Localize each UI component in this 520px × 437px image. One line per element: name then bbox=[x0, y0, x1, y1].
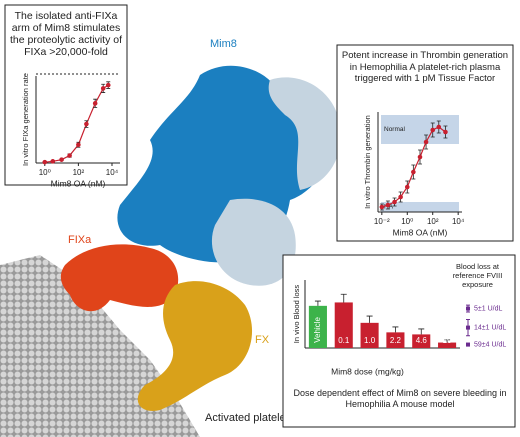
mim8-light-chain bbox=[268, 77, 341, 190]
bar bbox=[360, 322, 379, 348]
data-point bbox=[404, 184, 410, 190]
bar-label: 0.1 bbox=[338, 336, 350, 345]
mim8-arm bbox=[211, 198, 296, 286]
bar-label: 2.2 bbox=[390, 336, 402, 345]
bar-label: Vehicle bbox=[313, 317, 322, 343]
data-point bbox=[423, 139, 429, 145]
x-tick-label: 10⁰ bbox=[39, 168, 51, 177]
data-point bbox=[84, 121, 89, 127]
error-bar bbox=[314, 300, 321, 306]
panel-3-caption: Dose dependent effect of Mim8 on severe … bbox=[293, 388, 507, 409]
bar bbox=[386, 332, 405, 348]
bar bbox=[438, 342, 457, 348]
data-point bbox=[59, 157, 64, 162]
y-axis-label: In vitro FIXa generation rate bbox=[21, 73, 30, 166]
data-point bbox=[398, 194, 403, 200]
x-tick-label: 10² bbox=[427, 217, 439, 226]
bar-label: 1.0 bbox=[364, 336, 376, 345]
bar bbox=[412, 334, 431, 348]
y-axis-label: In vitro Thrombin generation bbox=[363, 115, 372, 209]
band-label: Normal bbox=[384, 126, 406, 133]
reference-marker bbox=[466, 325, 470, 330]
reference-label: 14±1 U/dL bbox=[474, 324, 506, 331]
reference-label: 5±1 U/dL bbox=[474, 305, 502, 312]
fx-protein bbox=[137, 281, 253, 411]
reference-label: 59±4 U/dL bbox=[474, 341, 506, 348]
data-point bbox=[67, 153, 72, 158]
band-label: HA bbox=[384, 204, 394, 211]
bar-label: 10 bbox=[443, 336, 452, 345]
reference-title: Blood loss at reference FVIII exposure bbox=[452, 262, 503, 289]
error-bar bbox=[444, 339, 451, 343]
data-point bbox=[411, 169, 416, 175]
fx-label: FX bbox=[255, 334, 270, 346]
x-axis-label: Mim8 dose (mg/kg) bbox=[331, 366, 404, 376]
error-bar bbox=[392, 326, 399, 333]
bar bbox=[308, 305, 327, 348]
data-point bbox=[105, 82, 111, 88]
x-tick-label: 10⁴ bbox=[452, 217, 465, 226]
band bbox=[381, 202, 459, 212]
bar bbox=[334, 302, 353, 348]
data-point bbox=[436, 124, 442, 130]
data-point bbox=[50, 159, 56, 164]
mim8-label: Mim8 bbox=[210, 38, 237, 50]
error-bar bbox=[366, 315, 373, 323]
data-point bbox=[42, 159, 48, 165]
data-point bbox=[443, 129, 448, 135]
bar-label: 4.6 bbox=[416, 336, 428, 345]
x-tick-label: 10⁰ bbox=[401, 217, 413, 226]
x-axis-label: Mim8 OA (nM) bbox=[393, 227, 448, 237]
error-bar bbox=[340, 293, 347, 303]
x-axis-label: Mim8 OA (nM) bbox=[51, 178, 106, 188]
data-point bbox=[100, 86, 106, 91]
band bbox=[381, 115, 459, 144]
reference-marker bbox=[466, 306, 470, 311]
reference-marker bbox=[466, 342, 470, 347]
data-point bbox=[92, 101, 98, 106]
platelet-label: Activated platelet bbox=[205, 412, 289, 424]
panel-2-title: Potent increase in Thrombin generation i… bbox=[341, 50, 509, 84]
y-axis-label: In vivo Blood loss bbox=[292, 285, 301, 344]
data-point bbox=[417, 154, 423, 160]
data-point bbox=[379, 204, 385, 210]
fixa-label: FIXa bbox=[68, 234, 92, 246]
data-point bbox=[385, 202, 391, 208]
panel-1 bbox=[4, 4, 128, 186]
x-tick-label: 10² bbox=[73, 168, 85, 177]
x-tick-label: 10⁻² bbox=[374, 217, 390, 226]
x-tick-label: 10⁴ bbox=[106, 168, 119, 177]
fixa-protein bbox=[60, 244, 179, 312]
data-point bbox=[76, 142, 81, 148]
panel-1-title: The isolated anti-FIXa arm of Mim8 stimu… bbox=[9, 10, 123, 58]
data-point bbox=[392, 199, 397, 205]
data-point bbox=[430, 127, 436, 133]
error-bar bbox=[418, 328, 425, 335]
